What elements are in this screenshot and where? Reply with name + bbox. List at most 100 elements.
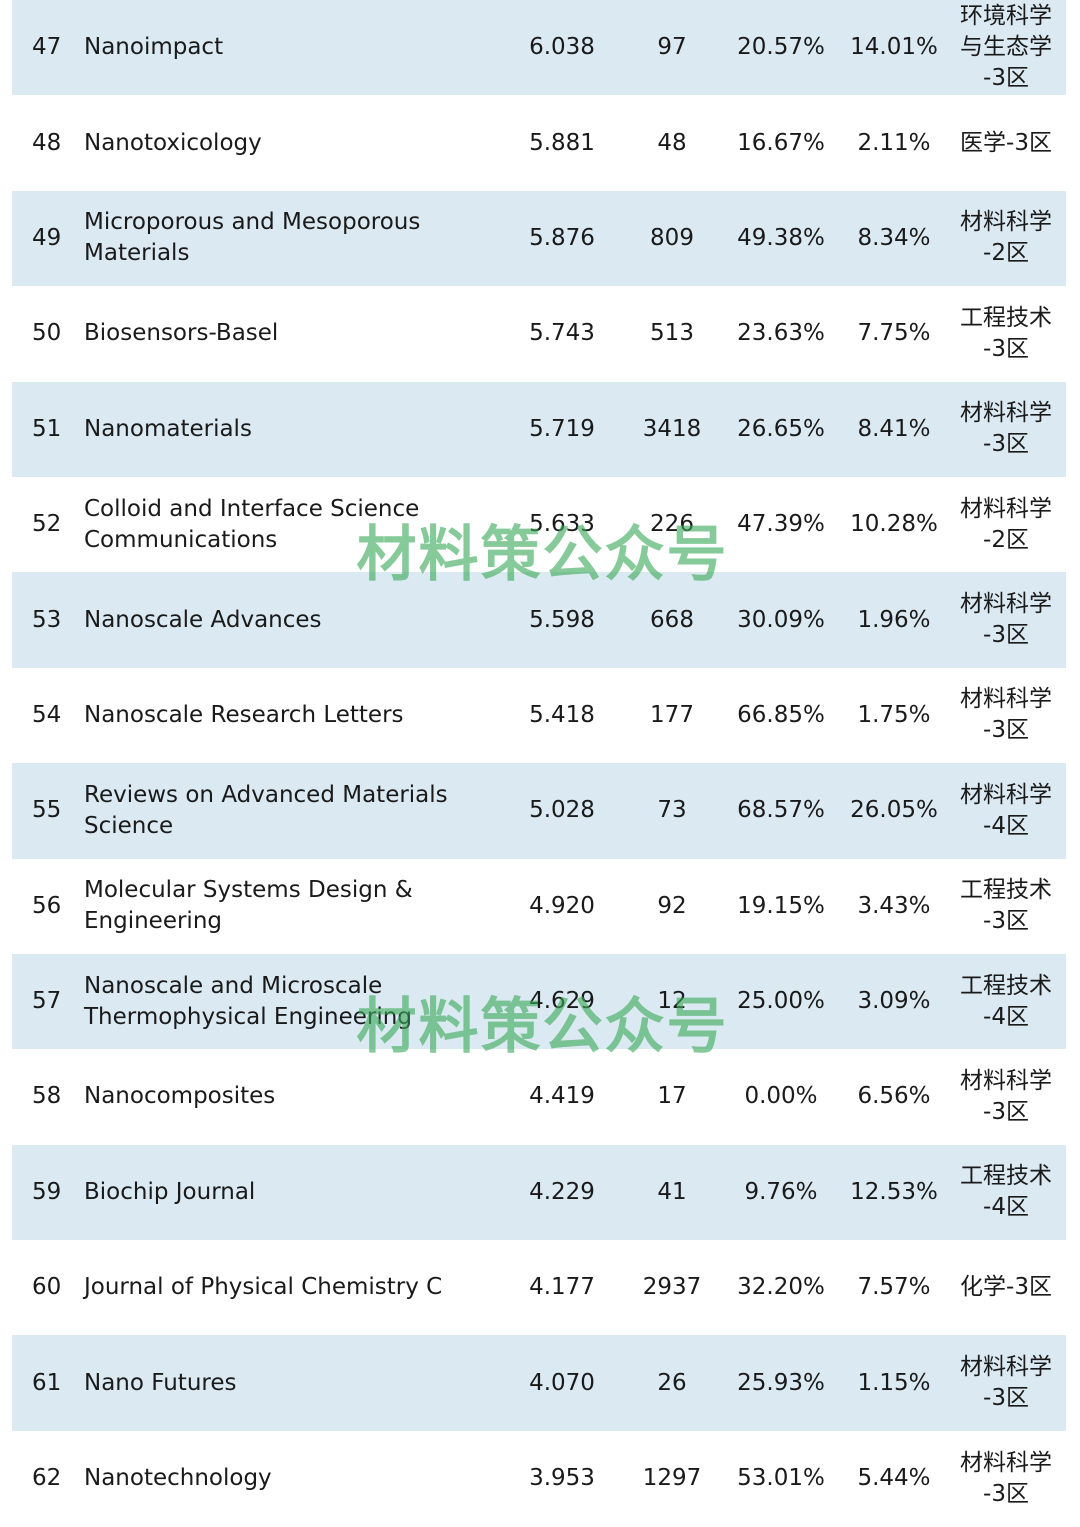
- rank-cell: 58: [32, 1083, 62, 1110]
- table-row: 62 Nanotechnology 3.953 1297 53.01% 5.44% 材料科学…: [12, 1430, 1066, 1527]
- table-row: 49 Microporous and Mesoporous Materials 5.…: [12, 190, 1066, 287]
- table-row: 54 Nanoscale Research Letters 5.418 177 66.8…: [12, 667, 1066, 764]
- table-row: 55 Reviews on Advanced Materials Science 5…: [12, 763, 1066, 859]
- impact-factor-cell: 3.953: [529, 1465, 595, 1492]
- rank-cell: 48: [32, 129, 62, 156]
- table-row: 57 Nanoscale and Microscale Thermophysica…: [12, 953, 1066, 1050]
- percentage-cell: 25.93%: [737, 1369, 825, 1396]
- rank-cell: 59: [32, 1178, 62, 1205]
- article-count-cell: 3418: [642, 415, 702, 442]
- article-count-cell: 513: [650, 320, 694, 347]
- table-row: 52 Colloid and Interface Science Communic…: [12, 476, 1066, 573]
- rank-cell: 56: [32, 892, 62, 919]
- percentage-cell: 19.15%: [737, 892, 825, 919]
- percentage-cell: 32.20%: [737, 1274, 825, 1301]
- table-row: 53 Nanoscale Advances 5.598 668 30.09% 1.96% 材…: [12, 572, 1066, 668]
- journal-name-cell: Journal of Physical Chemistry C: [84, 1274, 443, 1301]
- table-row: 56 Molecular Systems Design & Engineering…: [12, 858, 1066, 954]
- impact-factor-cell: 4.419: [529, 1083, 595, 1110]
- impact-factor-cell: 6.038: [529, 34, 595, 61]
- journal-name-cell: Nanoscale Research Letters: [84, 701, 404, 728]
- rank-cell: 57: [32, 988, 62, 1015]
- impact-factor-cell: 4.070: [529, 1369, 595, 1396]
- table-row: 51 Nanomaterials 5.719 3418 26.65% 8.41% 材料科学 …: [12, 381, 1066, 477]
- zone-cell: 化学-3区: [960, 1274, 1052, 1301]
- journal-name-cell: Nanocomposites: [84, 1083, 276, 1110]
- rank-cell: 50: [32, 320, 62, 347]
- article-count-cell: 73: [657, 797, 687, 824]
- article-count-cell: 17: [657, 1083, 687, 1110]
- percentage-cell: 10.28%: [850, 511, 938, 538]
- article-count-cell: 177: [650, 701, 694, 728]
- journal-name-cell: Nanoscale and Microscale Thermophysical …: [84, 972, 412, 1030]
- zone-cell: 工程技术 -4区: [960, 1163, 1052, 1221]
- percentage-cell: 3.43%: [857, 892, 931, 919]
- percentage-cell: 1.15%: [857, 1369, 931, 1396]
- zone-cell: 材料科学 -3区: [960, 591, 1052, 649]
- percentage-cell: 49.38%: [737, 224, 825, 251]
- percentage-cell: 53.01%: [737, 1465, 825, 1492]
- zone-cell: 材料科学 -3区: [960, 1354, 1052, 1412]
- journal-name-cell: Nanotechnology: [84, 1465, 272, 1492]
- impact-factor-cell: 5.028: [529, 797, 595, 824]
- percentage-cell: 23.63%: [737, 320, 825, 347]
- table-row: 61 Nano Futures 4.070 26 25.93% 1.15% 材料科学 -3区: [12, 1335, 1066, 1431]
- percentage-cell: 68.57%: [737, 797, 825, 824]
- percentage-cell: 47.39%: [737, 511, 825, 538]
- percentage-cell: 26.05%: [850, 797, 938, 824]
- percentage-cell: 14.01%: [850, 34, 938, 61]
- percentage-cell: 12.53%: [850, 1178, 938, 1205]
- journal-name-cell: Biosensors-Basel: [84, 320, 279, 347]
- percentage-cell: 30.09%: [737, 606, 825, 633]
- percentage-cell: 66.85%: [737, 701, 825, 728]
- impact-factor-cell: 4.177: [529, 1274, 595, 1301]
- article-count-cell: 92: [657, 892, 687, 919]
- article-count-cell: 809: [650, 224, 694, 251]
- zone-cell: 材料科学 -3区: [960, 686, 1052, 744]
- percentage-cell: 25.00%: [737, 988, 825, 1015]
- percentage-cell: 20.57%: [737, 34, 825, 61]
- impact-factor-cell: 5.743: [529, 320, 595, 347]
- table-row: 59 Biochip Journal 4.229 41 9.76% 12.53% 工程技术 …: [12, 1144, 1066, 1241]
- journal-name-cell: Nanotoxicology: [84, 129, 262, 156]
- percentage-cell: 9.76%: [744, 1178, 818, 1205]
- percentage-cell: 26.65%: [737, 415, 825, 442]
- article-count-cell: 12: [657, 988, 687, 1015]
- zone-cell: 工程技术 -3区: [960, 304, 1052, 362]
- impact-factor-cell: 4.229: [529, 1178, 595, 1205]
- percentage-cell: 7.57%: [857, 1274, 931, 1301]
- percentage-cell: 7.75%: [857, 320, 931, 347]
- percentage-cell: 6.56%: [857, 1083, 931, 1110]
- journal-name-cell: Nanoscale Advances: [84, 606, 322, 633]
- rank-cell: 51: [32, 415, 62, 442]
- table-row: 47 Nanoimpact 6.038 97 20.57% 14.01% 环境科学 与生态学…: [12, 0, 1066, 96]
- rank-cell: 52: [32, 511, 62, 538]
- journal-name-cell: Biochip Journal: [84, 1178, 256, 1205]
- impact-factor-cell: 4.920: [529, 892, 595, 919]
- rank-cell: 53: [32, 606, 62, 633]
- percentage-cell: 8.34%: [857, 224, 931, 251]
- zone-cell: 材料科学 -3区: [960, 400, 1052, 458]
- impact-factor-cell: 5.719: [529, 415, 595, 442]
- journal-table: 47 Nanoimpact 6.038 97 20.57% 14.01% 环境科学 与生态学…: [12, 0, 1066, 1527]
- percentage-cell: 1.75%: [857, 701, 931, 728]
- table-row: 58 Nanocomposites 4.419 17 0.00% 6.56% 材料科学 -3…: [12, 1049, 1066, 1145]
- rank-cell: 61: [32, 1369, 62, 1396]
- impact-factor-cell: 5.881: [529, 129, 595, 156]
- zone-cell: 医学-3区: [960, 129, 1052, 156]
- zone-cell: 材料科学 -4区: [960, 781, 1052, 839]
- percentage-cell: 5.44%: [857, 1465, 931, 1492]
- impact-factor-cell: 5.876: [529, 224, 595, 251]
- table-row: 60 Journal of Physical Chemistry C 4.177 29…: [12, 1240, 1066, 1336]
- impact-factor-cell: 4.629: [529, 988, 595, 1015]
- table-row: 50 Biosensors-Basel 5.743 513 23.63% 7.75% 工程技…: [12, 286, 1066, 382]
- journal-name-cell: Nanomaterials: [84, 415, 252, 442]
- journal-name-cell: Nanoimpact: [84, 34, 224, 61]
- article-count-cell: 2937: [642, 1274, 702, 1301]
- zone-cell: 环境科学 与生态学 -3区: [960, 3, 1052, 92]
- percentage-cell: 1.96%: [857, 606, 931, 633]
- impact-factor-cell: 5.418: [529, 701, 595, 728]
- journal-name-cell: Colloid and Interface Science Communicat…: [84, 495, 420, 553]
- percentage-cell: 16.67%: [737, 129, 825, 156]
- percentage-cell: 0.00%: [744, 1083, 818, 1110]
